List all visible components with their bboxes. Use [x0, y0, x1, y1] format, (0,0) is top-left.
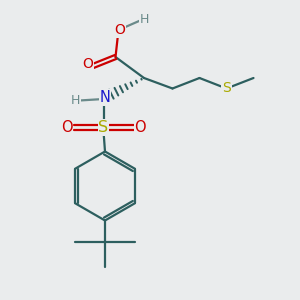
Text: O: O — [115, 23, 125, 37]
Text: S: S — [98, 120, 109, 135]
Text: N: N — [100, 90, 110, 105]
Text: H: H — [139, 13, 149, 26]
Text: H: H — [71, 94, 81, 107]
Text: S: S — [222, 81, 231, 95]
Text: O: O — [61, 120, 73, 135]
Text: O: O — [82, 58, 93, 71]
Text: O: O — [134, 120, 146, 135]
